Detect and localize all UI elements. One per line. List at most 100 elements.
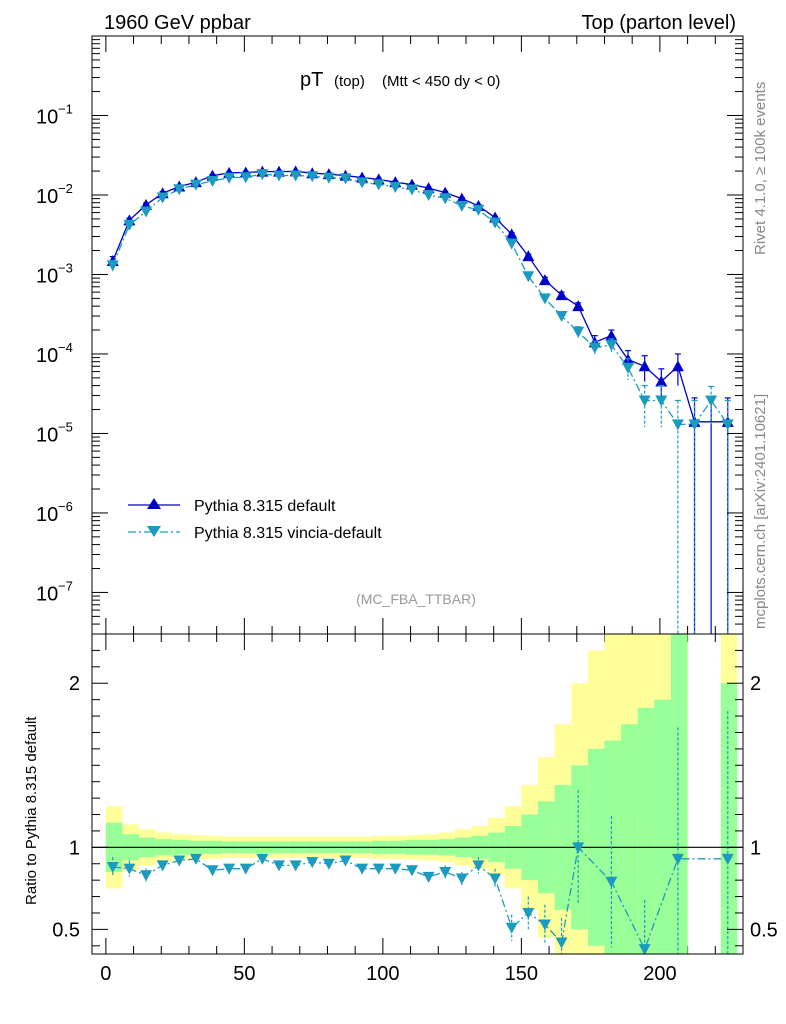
vincia-point bbox=[322, 172, 335, 184]
main-title-cut: (Mtt < 450 dy < 0) bbox=[382, 73, 500, 90]
vincia-point bbox=[472, 204, 485, 216]
header-left: 1960 GeV ppbar bbox=[104, 12, 251, 34]
y-tick-exponent: −6 bbox=[58, 499, 73, 514]
ratio-point bbox=[405, 865, 418, 877]
vincia-point bbox=[588, 342, 601, 354]
ratio-point bbox=[472, 860, 485, 872]
series-default-line bbox=[112, 170, 728, 423]
ratio-point bbox=[322, 858, 335, 870]
vincia-point bbox=[439, 193, 452, 205]
vincia-point bbox=[489, 217, 502, 229]
legend-marker-vincia bbox=[147, 526, 161, 537]
vincia-point bbox=[655, 395, 668, 407]
band-green-bin bbox=[637, 707, 655, 954]
y-tick-label: 10 bbox=[36, 106, 58, 128]
y-tick-label: 10 bbox=[36, 583, 58, 605]
vincia-point bbox=[173, 184, 186, 196]
legend-marker-default bbox=[147, 498, 161, 509]
y-tick-label: 10 bbox=[36, 504, 58, 526]
default-point bbox=[505, 228, 518, 240]
ratio-point bbox=[671, 853, 684, 865]
y-tick-exponent: −1 bbox=[58, 101, 73, 116]
band-green-bin bbox=[670, 634, 688, 954]
default-point bbox=[538, 274, 551, 286]
ratio-plot: 0 50 100 150 200 0.5 0.5 1 1 2 2 bbox=[52, 633, 778, 985]
vincia-point bbox=[306, 171, 319, 183]
ratio-point bbox=[439, 866, 452, 878]
vincia-point bbox=[156, 192, 169, 204]
band-green-bin bbox=[720, 683, 738, 954]
ratio-point bbox=[156, 860, 169, 872]
vincia-point bbox=[223, 172, 236, 184]
legend-label-default: Pythia 8.315 default bbox=[194, 498, 336, 515]
vincia-point bbox=[123, 219, 136, 231]
vincia-point bbox=[140, 206, 153, 218]
vincia-point bbox=[688, 419, 701, 431]
ratio-point bbox=[123, 863, 136, 875]
y-tick-exponent: −7 bbox=[58, 578, 73, 593]
vincia-point bbox=[455, 200, 468, 212]
ratio-point bbox=[272, 860, 285, 872]
default-point bbox=[671, 360, 684, 372]
band-green-bin bbox=[621, 724, 638, 954]
default-point bbox=[572, 300, 585, 312]
vincia-point bbox=[721, 419, 734, 431]
vincia-point bbox=[272, 170, 285, 182]
ratio-point bbox=[306, 857, 319, 869]
main-title-top: (top) bbox=[334, 73, 365, 90]
legend-label-vincia: Pythia 8.315 vincia-default bbox=[194, 525, 382, 542]
y-tick-label: 10 bbox=[36, 424, 58, 446]
default-point bbox=[555, 289, 568, 301]
ratio-point bbox=[173, 855, 186, 867]
vincia-point bbox=[555, 311, 568, 323]
vincia-point bbox=[256, 169, 269, 181]
ratio-point bbox=[206, 865, 219, 877]
ratio-y-tick-label-right: 0.5 bbox=[750, 919, 778, 941]
vincia-point bbox=[206, 175, 219, 187]
vincia-point bbox=[538, 293, 551, 305]
legend: Pythia 8.315 default Pythia 8.315 vincia… bbox=[128, 498, 382, 542]
vincia-point bbox=[605, 339, 618, 351]
ratio-point bbox=[356, 863, 369, 875]
ratio-point bbox=[339, 855, 352, 867]
ratio-point bbox=[289, 860, 302, 872]
ratio-point bbox=[106, 862, 119, 874]
default-point bbox=[605, 329, 618, 341]
y-tick-label: 10 bbox=[36, 265, 58, 287]
y-tick-exponent: −3 bbox=[58, 260, 73, 275]
ratio-point bbox=[140, 870, 153, 882]
ratio-point bbox=[489, 873, 502, 885]
rivet-label: Rivet 4.1.0, ≥ 100k events bbox=[752, 82, 769, 255]
vincia-point bbox=[572, 326, 585, 338]
y-tick-exponent: −4 bbox=[58, 340, 73, 355]
vincia-point bbox=[339, 173, 352, 185]
vincia-point bbox=[289, 170, 302, 182]
ratio-point bbox=[223, 863, 236, 875]
ratio-y-tick-label-left: 0.5 bbox=[52, 919, 80, 941]
vincia-point bbox=[356, 177, 369, 189]
ratio-point bbox=[389, 863, 402, 875]
band-green-bin bbox=[654, 699, 671, 954]
ratio-y-tick-label-left: 2 bbox=[69, 673, 80, 695]
y-tick-label: 10 bbox=[36, 345, 58, 367]
ratio-point bbox=[721, 853, 734, 865]
ratio-y-tick-label-right: 1 bbox=[750, 837, 761, 859]
y-tick-label: 10 bbox=[36, 186, 58, 208]
main-frame bbox=[91, 35, 744, 635]
x-tick-label: 100 bbox=[366, 963, 399, 985]
ratio-point bbox=[538, 919, 551, 931]
default-point bbox=[638, 360, 651, 372]
ratio-point bbox=[455, 873, 468, 885]
ratio-point bbox=[555, 937, 568, 949]
watermark: (MC_FBA_TTBAR) bbox=[356, 591, 476, 607]
x-tick-label: 150 bbox=[505, 963, 538, 985]
mcplots-label: mcplots.cern.ch [arXiv:2401.10621] bbox=[752, 394, 769, 629]
ratio-point bbox=[572, 842, 585, 854]
ratio-point bbox=[239, 863, 252, 875]
vincia-point bbox=[522, 271, 535, 283]
ratio-y-tick-label-left: 1 bbox=[69, 837, 80, 859]
ratio-point bbox=[422, 871, 435, 883]
vincia-point bbox=[505, 238, 518, 250]
vincia-point bbox=[671, 419, 684, 431]
